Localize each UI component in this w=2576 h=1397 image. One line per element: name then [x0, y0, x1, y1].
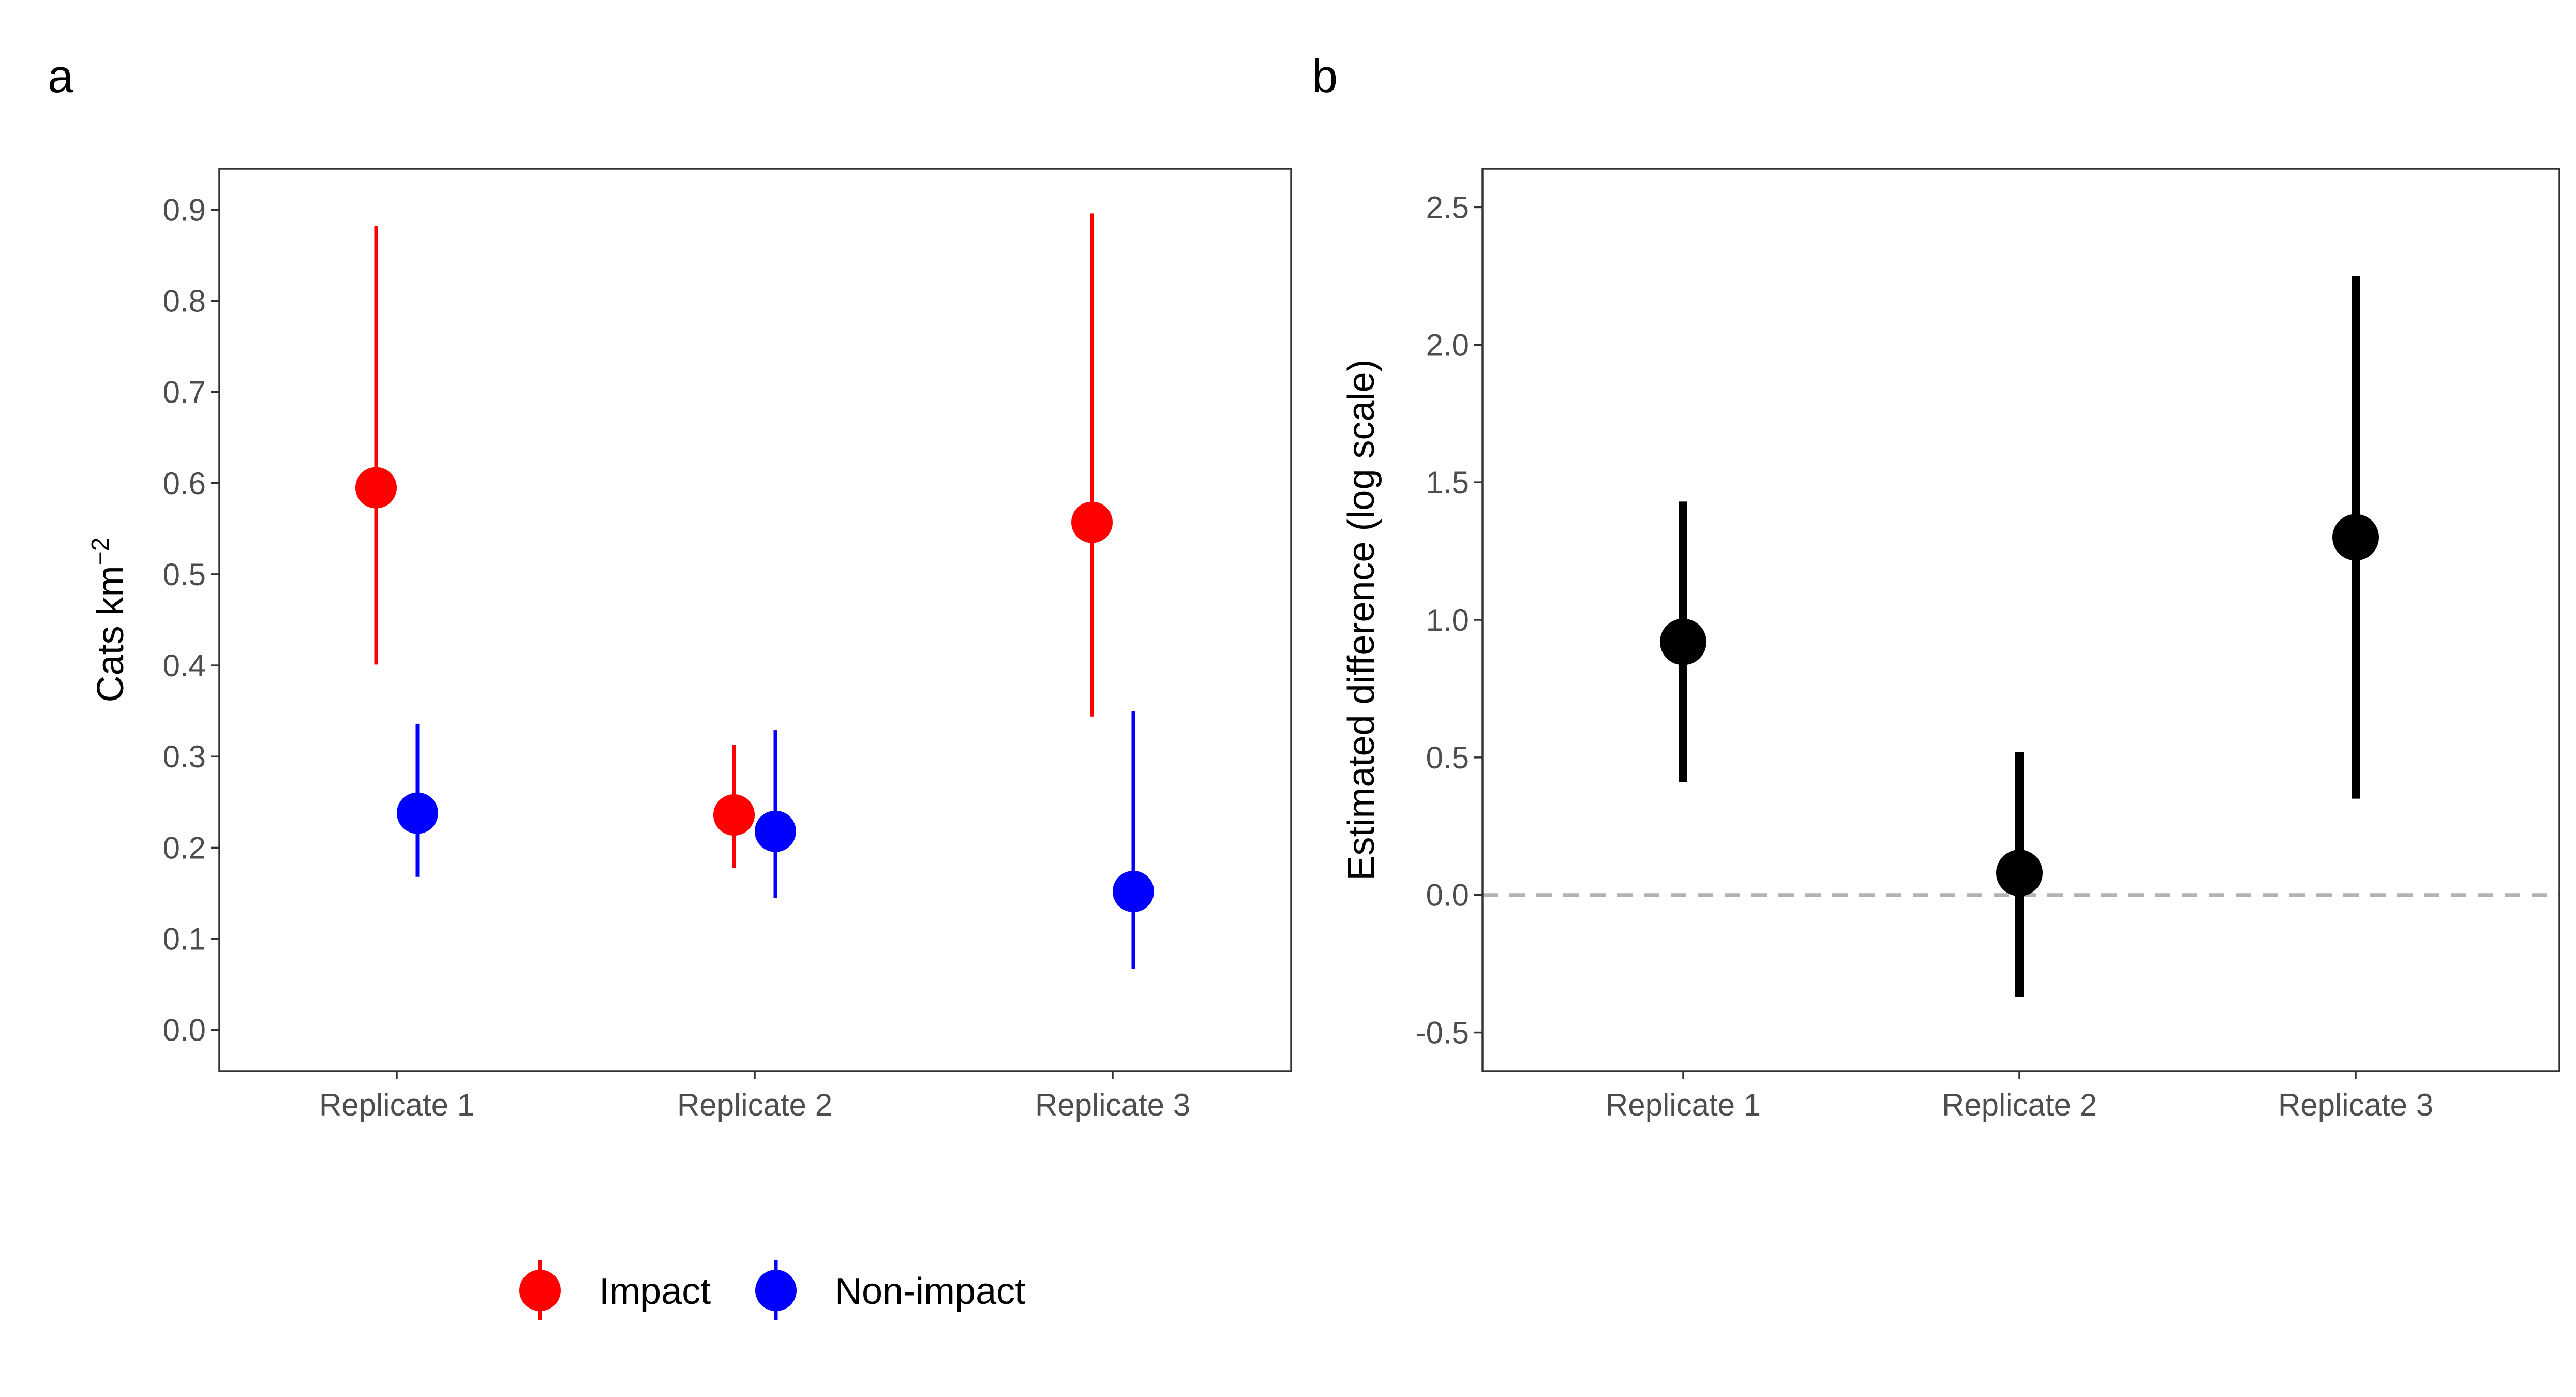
data-point [713, 794, 755, 836]
y-tick-label: -0.5 [1416, 1016, 1469, 1050]
legend: Impact Non-impact [519, 1260, 1025, 1320]
panel-b-marks [1660, 276, 2379, 997]
y-tick-label: 0.5 [163, 557, 206, 592]
series-impact [355, 213, 1113, 868]
y-axis-title-text: Cats km [90, 566, 131, 702]
panel-label-a: a [48, 51, 74, 102]
legend-label: Non-impact [835, 1271, 1025, 1312]
series-difference [1660, 276, 2379, 997]
legend-key-point [755, 1270, 797, 1311]
panel-b-y-axis: -0.5 0.0 0.5 1.0 1.5 2.0 2.5 [1416, 190, 1482, 1050]
x-tick-label: Replicate 2 [677, 1088, 832, 1122]
y-tick-label: 0.9 [163, 192, 206, 227]
panel-b-y-axis-title: Estimated difference (log scale) [1341, 359, 1382, 880]
y-tick-label: 0.7 [163, 375, 206, 410]
y-tick-label: 0.3 [163, 739, 206, 774]
y-tick-label: 0.4 [163, 648, 206, 683]
data-point [755, 810, 796, 852]
y-tick-label: 0.1 [163, 922, 206, 957]
panel-a-x-axis: Replicate 1 Replicate 2 Replicate 3 [319, 1071, 1190, 1122]
y-tick-label: 0.2 [163, 830, 206, 865]
panel-a: a 0.0 0.1 0.2 0.3 0.4 0.5 0.6 0.7 0.8 0.9 Replica… [48, 51, 1292, 1122]
y-tick-label: 1.0 [1426, 603, 1469, 637]
legend-key-point [519, 1270, 561, 1311]
y-tick-label: 0.5 [1426, 740, 1469, 775]
x-tick-label: Replicate 3 [1035, 1088, 1190, 1122]
panel-a-y-axis-title: Cats km−2 [87, 538, 131, 703]
panel-label-b: b [1312, 51, 1338, 102]
x-tick-label: Replicate 2 [1942, 1088, 2097, 1122]
data-point [2332, 514, 2379, 561]
y-tick-label: 1.5 [1426, 465, 1469, 500]
data-point [1996, 850, 2043, 897]
x-tick-label: Replicate 1 [1606, 1088, 1761, 1122]
x-tick-label: Replicate 3 [2278, 1088, 2433, 1122]
series-non-impact [397, 711, 1154, 969]
panel-b: b -0.50.00.51.01.52.02.5 Replicate 1 Repl… [1312, 51, 2560, 1122]
y-axis-title-superscript: −2 [87, 538, 114, 566]
y-tick-label: 2.5 [1426, 190, 1469, 225]
x-tick-label: Replicate 1 [319, 1088, 474, 1122]
legend-item-impact: Impact [519, 1260, 711, 1320]
y-tick-label: 2.0 [1426, 328, 1469, 362]
data-point [355, 467, 397, 509]
legend-item-non-impact: Non-impact [755, 1260, 1025, 1320]
y-tick-label: 0.0 [1426, 878, 1469, 913]
legend-label: Impact [599, 1271, 711, 1312]
y-tick-label: 0.6 [163, 466, 206, 501]
panel-b-x-axis: Replicate 1 Replicate 2 Replicate 3 [1606, 1071, 2433, 1122]
panel-a-marks [355, 213, 1154, 969]
data-point [1113, 870, 1154, 912]
y-tick-label: 0.8 [163, 284, 206, 318]
data-point [1071, 501, 1113, 543]
data-point [397, 792, 438, 834]
panel-a-y-axis: 0.0 0.1 0.2 0.3 0.4 0.5 0.6 0.7 0.8 0.9 [163, 192, 219, 1048]
data-point [1660, 618, 1706, 665]
y-tick-label: 0.0 [163, 1013, 206, 1048]
